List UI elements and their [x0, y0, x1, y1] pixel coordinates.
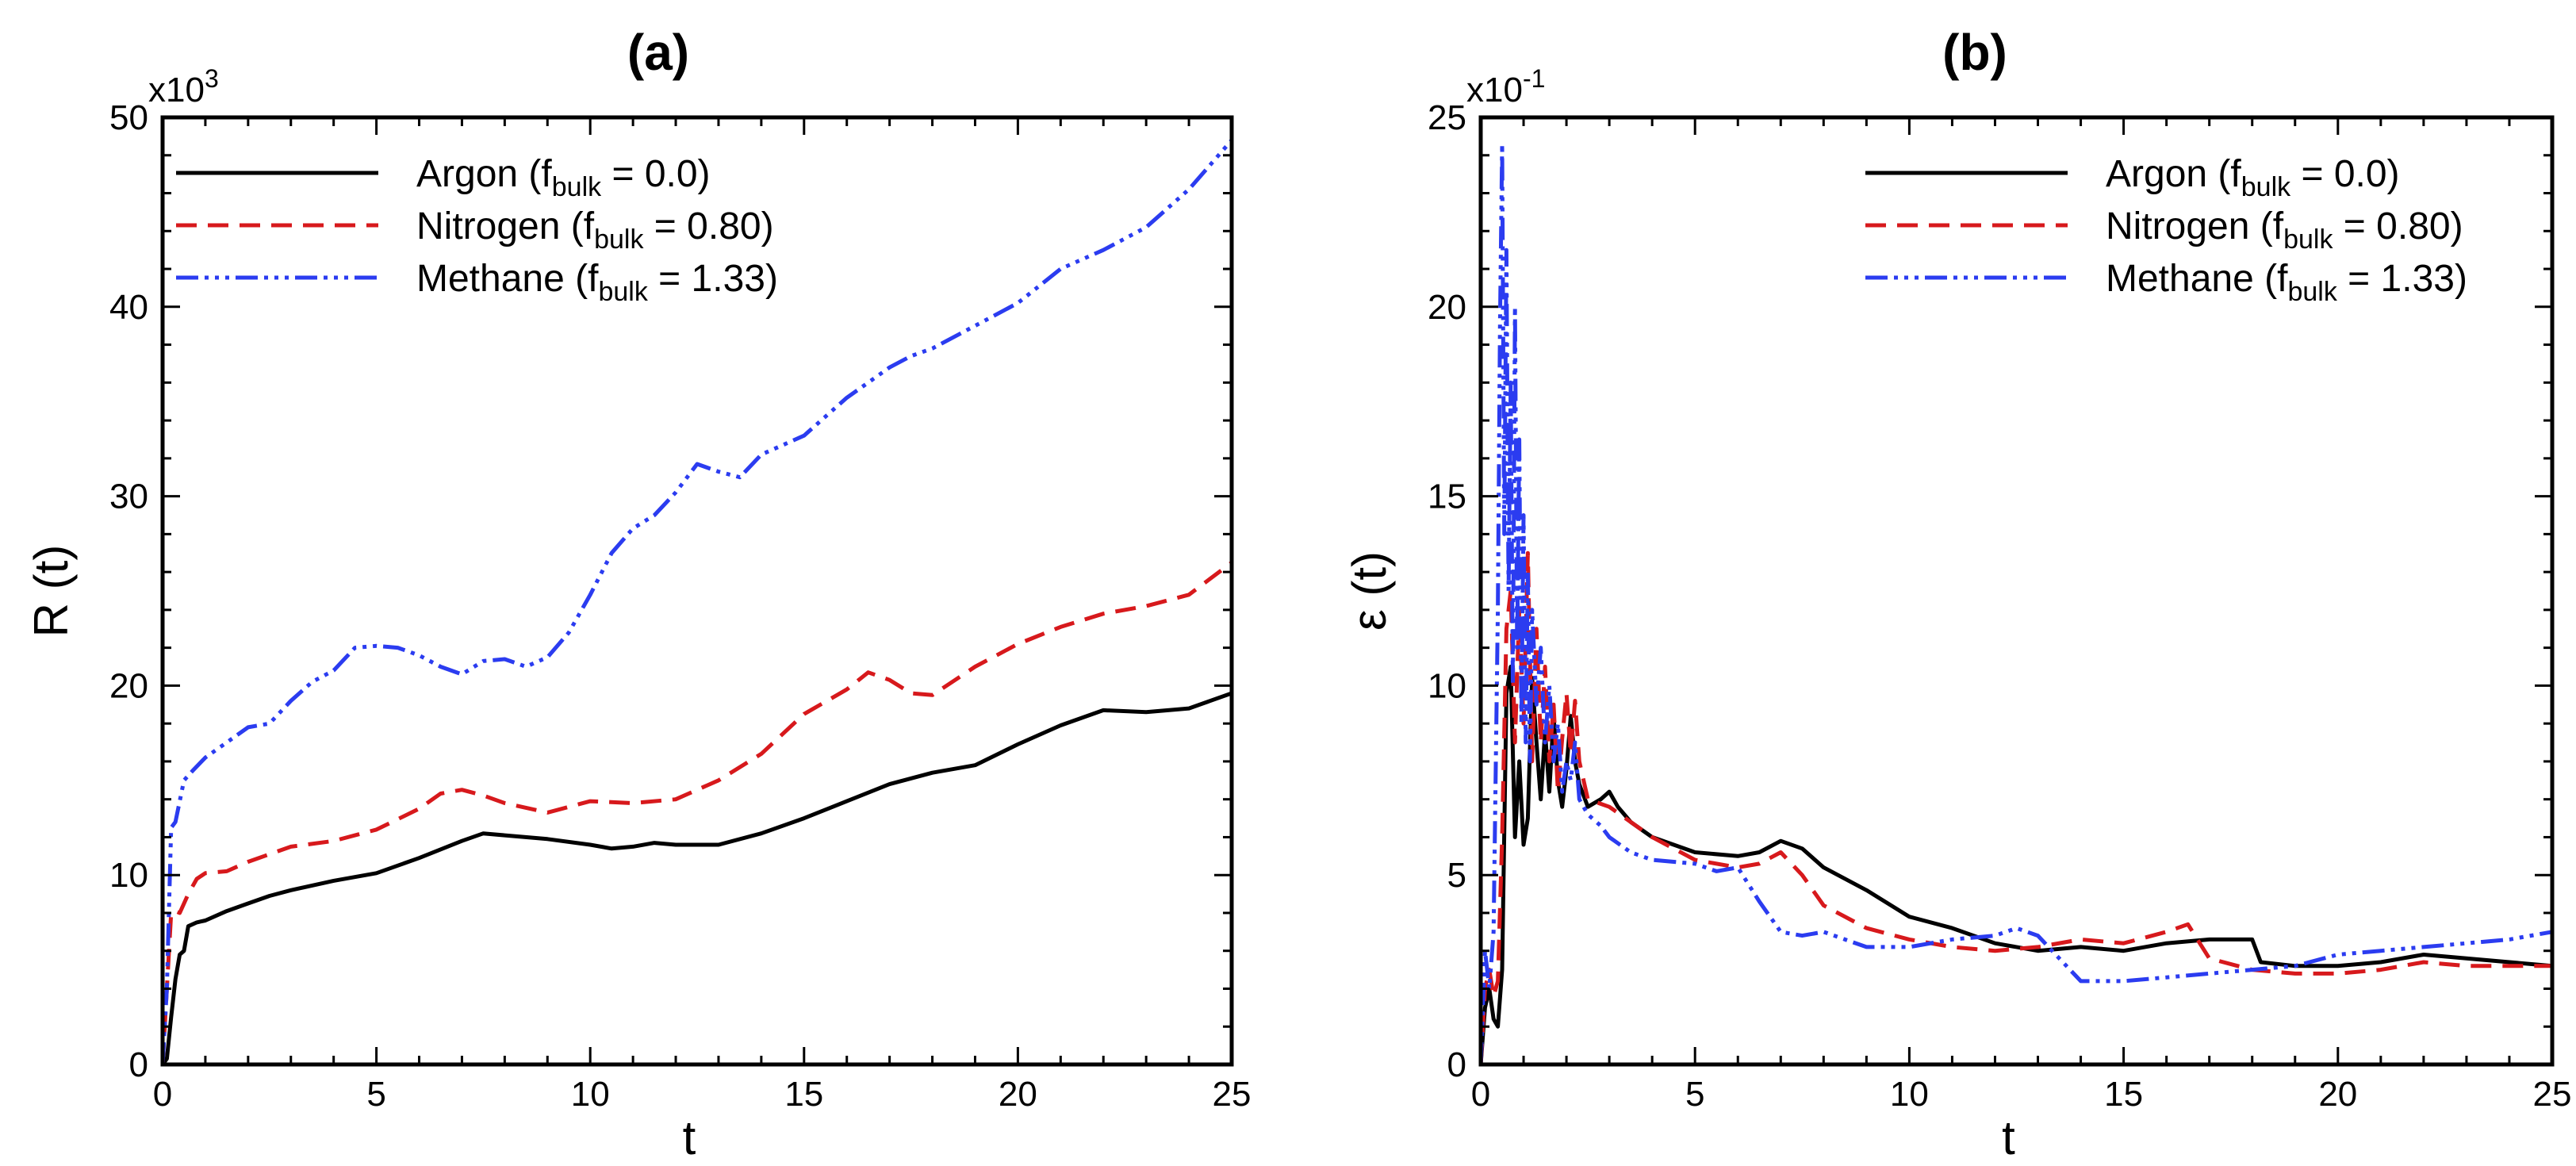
plot-frame — [160, 115, 1234, 1067]
legend-label-suffix: = 0.0) — [2290, 153, 2399, 195]
legend-label-subscript: bulk — [2287, 277, 2337, 307]
legend-item-argon: Argon (fbulk = 0.0) — [1865, 153, 2400, 202]
x-tick-label: 10 — [1890, 1075, 1929, 1114]
y-tick-label: 5 — [1447, 856, 1466, 895]
x-tick-label: 15 — [784, 1075, 823, 1114]
x-tick-label: 5 — [366, 1075, 385, 1114]
y-axis-multiplier: x10-1 — [1466, 64, 1545, 109]
y-tick-label: 20 — [109, 666, 148, 705]
panel-title: (b) — [1942, 24, 2007, 81]
series-line-argon — [1481, 665, 2552, 1064]
y-axis-multiplier-exponent: -1 — [1523, 64, 1545, 93]
series-line-methane — [163, 139, 1232, 1064]
legend-label-suffix: = 1.33) — [648, 258, 778, 300]
y-tick-label: 50 — [109, 98, 148, 137]
y-tick-label: 0 — [129, 1045, 148, 1084]
legend-label-subscript: bulk — [552, 172, 602, 202]
x-tick-label: 0 — [153, 1075, 172, 1114]
series-line-methane — [1481, 141, 2552, 1064]
legend-label: Nitrogen (fbulk = 0.80) — [416, 205, 774, 255]
legend-label-subscript: bulk — [2283, 224, 2333, 255]
legend-item-methane: Methane (fbulk = 1.33) — [1865, 258, 2467, 307]
legend-item-methane: Methane (fbulk = 1.33) — [176, 258, 778, 307]
legend-label-suffix: = 0.80) — [2333, 205, 2463, 247]
y-tick-label: 40 — [109, 288, 148, 327]
legend: Argon (fbulk = 0.0)Nitrogen (fbulk = 0.8… — [1865, 153, 2467, 307]
legend-label-suffix: = 0.0) — [601, 153, 710, 195]
x-tick-label: 20 — [2318, 1075, 2357, 1114]
legend-item-nitrogen: Nitrogen (fbulk = 0.80) — [1865, 205, 2463, 255]
legend-label: Argon (fbulk = 0.0) — [2106, 153, 2400, 202]
x-axis-title: t — [683, 1111, 696, 1164]
legend-label-subscript: bulk — [594, 224, 644, 255]
x-tick-label: 5 — [1685, 1075, 1704, 1114]
legend-label: Argon (fbulk = 0.0) — [416, 153, 711, 202]
legend-label: Nitrogen (fbulk = 0.80) — [2106, 205, 2463, 255]
panel-title: (a) — [627, 24, 689, 81]
x-axis-title: t — [2002, 1111, 2015, 1164]
legend-item-argon: Argon (fbulk = 0.0) — [176, 153, 711, 202]
y-tick-label: 10 — [1428, 666, 1466, 705]
x-tick-label: 25 — [2533, 1075, 2572, 1114]
y-axis-title: ε (t) — [1343, 551, 1396, 631]
x-tick-label: 10 — [571, 1075, 610, 1114]
x-tick-label: 15 — [2104, 1075, 2143, 1114]
x-tick-label: 20 — [999, 1075, 1037, 1114]
x-tick-label: 25 — [1213, 1075, 1252, 1114]
legend: Argon (fbulk = 0.0)Nitrogen (fbulk = 0.8… — [176, 153, 778, 307]
legend-label: Methane (fbulk = 1.33) — [416, 258, 778, 307]
y-axis-title: R (t) — [25, 545, 78, 638]
y-tick-label: 10 — [109, 856, 148, 895]
y-tick-label: 0 — [1447, 1045, 1466, 1084]
y-axis-multiplier-exponent: 3 — [205, 64, 219, 93]
legend-label-suffix: = 1.33) — [2337, 258, 2467, 300]
y-tick-label: 25 — [1428, 98, 1466, 137]
y-tick-label: 30 — [109, 478, 148, 516]
y-tick-label: 15 — [1428, 478, 1466, 516]
y-tick-label: 20 — [1428, 288, 1466, 327]
legend-label-subscript: bulk — [2241, 172, 2291, 202]
plot-frame — [1478, 115, 2555, 1067]
series-line-nitrogen — [1481, 550, 2552, 1064]
legend-label-subscript: bulk — [598, 277, 648, 307]
y-axis-multiplier: x103 — [148, 64, 219, 109]
series-line-argon — [163, 691, 1232, 1064]
x-tick-label: 0 — [1471, 1075, 1490, 1114]
legend-label: Methane (fbulk = 1.33) — [2106, 258, 2467, 307]
legend-item-nitrogen: Nitrogen (fbulk = 0.80) — [176, 205, 774, 255]
legend-label-suffix: = 0.80) — [643, 205, 773, 247]
series-line-nitrogen — [163, 561, 1232, 1064]
